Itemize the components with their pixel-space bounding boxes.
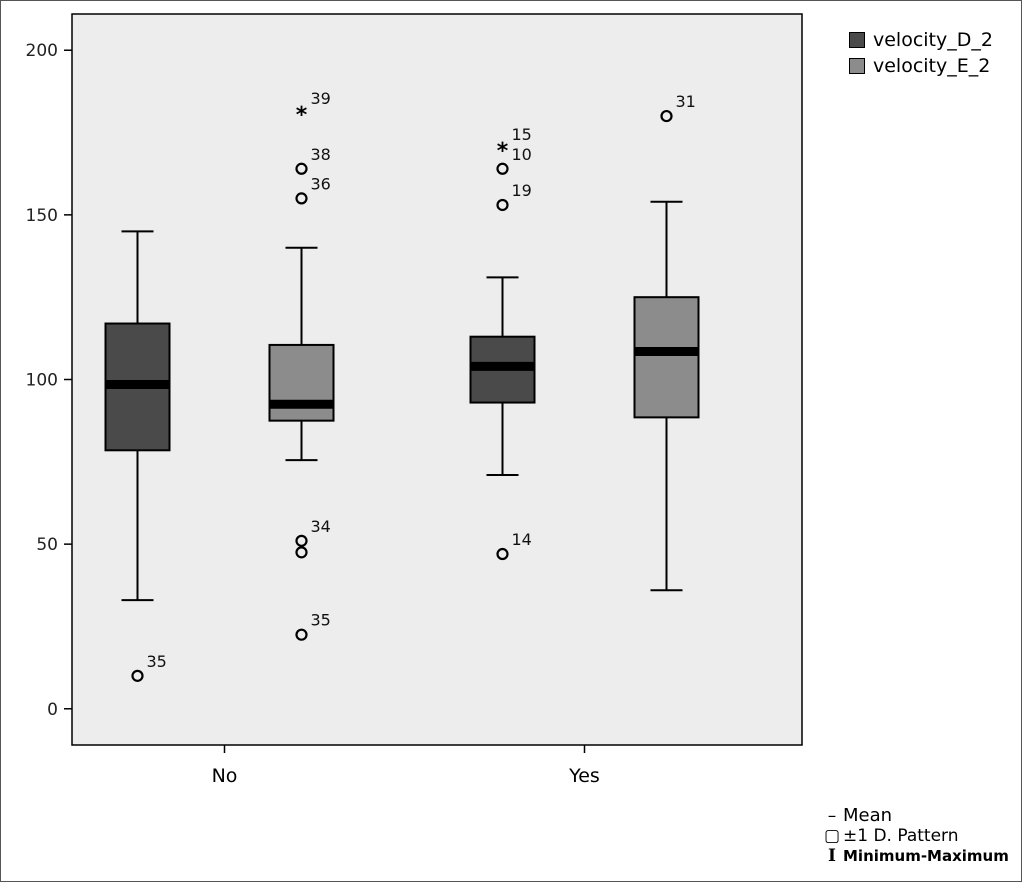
legend-item-velocity-d-2: velocity_D_2 — [849, 27, 993, 53]
note-sd-label: ±1 D. Pattern — [843, 826, 959, 846]
box-velocity-e-2-yes: 31 — [633, 92, 700, 592]
legend: velocity_D_2 velocity_E_2 — [849, 27, 993, 79]
note-range-label: Minimum-Maximum — [843, 847, 1009, 865]
outlier-point — [660, 109, 673, 123]
mean-dash-icon: – — [827, 805, 837, 826]
y-tick-label: 200 — [26, 41, 58, 61]
y-tick-label: 0 — [47, 700, 58, 720]
legend-label-velocity-d-2: velocity_D_2 — [873, 29, 993, 51]
outlier-label: 39 — [311, 89, 331, 108]
legend-item-velocity-e-2: velocity_E_2 — [849, 53, 993, 79]
outlier-point — [295, 192, 308, 205]
extreme-outlier-star: * — [497, 139, 509, 164]
outlier-point — [496, 198, 509, 212]
outlier-label: 31 — [676, 92, 696, 111]
y-tick-label: 50 — [36, 535, 58, 555]
box-velocity-e-2-no: 35 34 36 38*39 — [268, 89, 335, 641]
y-tick-label: 150 — [26, 206, 58, 226]
outlier-point — [295, 546, 308, 559]
legend-label-velocity-e-2: velocity_E_2 — [873, 55, 991, 77]
box-velocity-d-2-yes: 14 19 10*15 — [469, 125, 536, 561]
outlier-point — [295, 628, 308, 641]
box-square-icon: ▢ — [823, 826, 841, 846]
axes: 0 50 100 150 200 No Yes — [26, 41, 600, 787]
outlier-label: 19 — [512, 181, 532, 200]
note-mean: – Mean — [821, 805, 1009, 826]
legend-swatch-velocity-d-2 — [849, 32, 865, 48]
outlier-label: 35 — [311, 611, 331, 630]
box-iqr — [268, 343, 335, 422]
box-velocity-d-2-no: 35 — [104, 230, 171, 682]
outlier-point — [295, 534, 308, 547]
extreme-outlier-star: * — [296, 103, 308, 128]
note-sd: ▢ ±1 D. Pattern — [821, 826, 1009, 846]
range-bar-icon: I — [828, 846, 836, 866]
outlier-label: 35 — [147, 652, 167, 671]
outlier-label: 15 — [512, 125, 532, 144]
outlier-label: 36 — [311, 174, 331, 193]
outlier-point — [496, 162, 509, 175]
x-tick-label: No — [212, 765, 238, 787]
note-range: I Minimum-Maximum — [821, 846, 1009, 866]
outlier-label: 10 — [512, 145, 532, 164]
outlier-point — [131, 669, 144, 682]
legend-swatch-velocity-e-2 — [849, 58, 865, 74]
y-tick-label: 100 — [26, 371, 58, 391]
notes-legend: – Mean ▢ ±1 D. Pattern I Minimum-Maximum — [821, 805, 1009, 866]
x-tick-label: Yes — [568, 765, 600, 787]
outlier-label: 38 — [311, 145, 331, 164]
outlier-label: 14 — [512, 530, 532, 549]
note-mean-label: Mean — [843, 805, 893, 826]
outlier-point — [295, 162, 308, 175]
outlier-label: 34 — [311, 517, 331, 536]
outlier-point — [496, 547, 509, 561]
box-iqr — [633, 296, 700, 419]
